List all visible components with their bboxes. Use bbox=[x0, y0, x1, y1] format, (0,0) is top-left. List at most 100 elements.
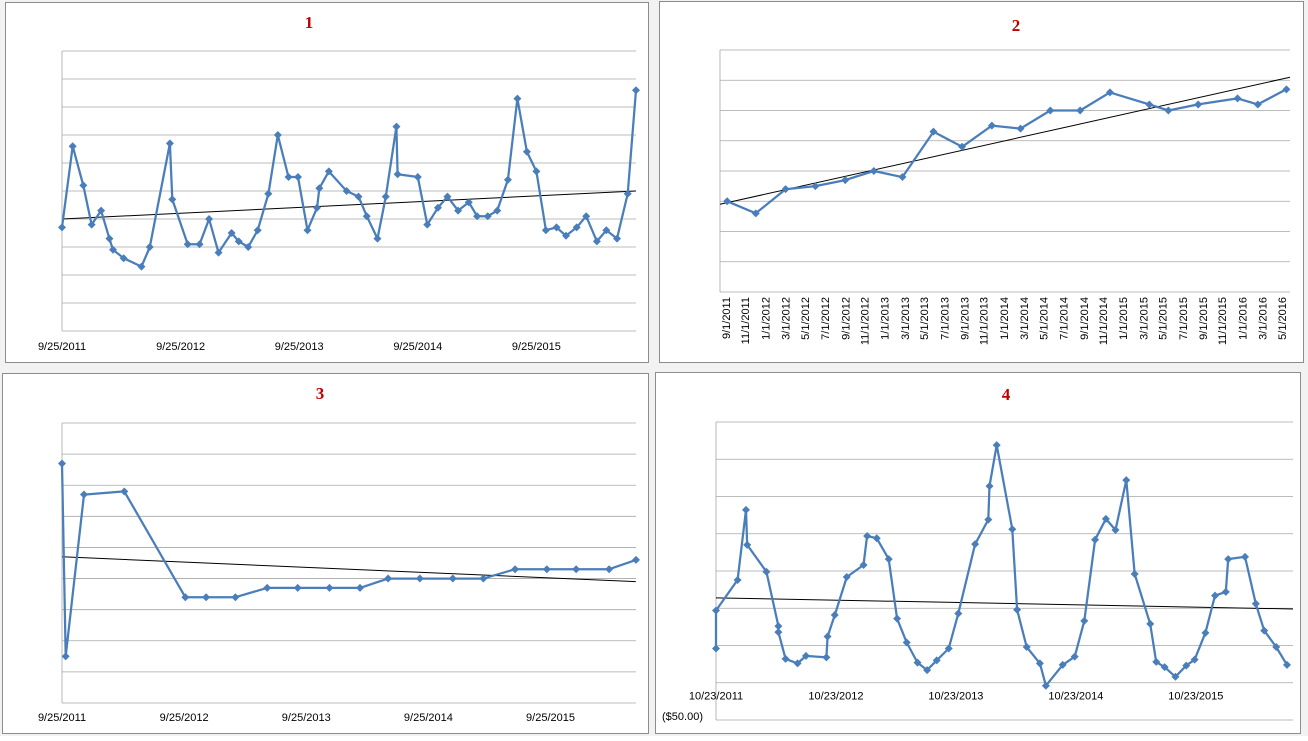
data-point bbox=[1241, 552, 1250, 561]
data-point bbox=[273, 131, 282, 139]
data-point bbox=[958, 142, 967, 151]
x-tick-label: 9/25/2014 bbox=[404, 712, 453, 724]
data-point bbox=[384, 574, 393, 583]
data-point bbox=[253, 226, 262, 235]
x-tick-label: 3/1/2012 bbox=[781, 297, 793, 340]
x-tick-label: 3/1/2015 bbox=[1138, 297, 1150, 340]
data-point bbox=[869, 167, 878, 175]
x-tick-label: 9/1/2013 bbox=[960, 297, 972, 340]
data-point bbox=[443, 192, 452, 201]
data-point bbox=[898, 173, 907, 182]
data-point bbox=[902, 638, 911, 647]
data-point bbox=[1253, 100, 1262, 109]
series-line bbox=[60, 463, 637, 658]
data-point bbox=[532, 167, 541, 176]
data-point bbox=[293, 583, 302, 592]
chart-panel bbox=[659, 1, 1304, 363]
data-point bbox=[1201, 628, 1210, 637]
data-point bbox=[1221, 587, 1230, 596]
data-point bbox=[1016, 124, 1025, 133]
data-point bbox=[231, 593, 240, 602]
x-tick-label: 9/25/2011 bbox=[38, 341, 86, 353]
data-point bbox=[872, 534, 881, 543]
data-point bbox=[1171, 672, 1180, 681]
data-point bbox=[58, 459, 66, 468]
data-point bbox=[284, 173, 293, 181]
data-point bbox=[1251, 599, 1260, 608]
data-point bbox=[632, 86, 640, 95]
data-point bbox=[393, 170, 402, 179]
data-point bbox=[605, 565, 614, 574]
data-point bbox=[582, 212, 591, 221]
data-point bbox=[1076, 106, 1085, 115]
data-point bbox=[913, 658, 922, 667]
data-point bbox=[312, 203, 321, 212]
data-point bbox=[1190, 655, 1199, 664]
data-point bbox=[1211, 591, 1220, 600]
data-point bbox=[893, 614, 902, 623]
data-point bbox=[105, 234, 114, 243]
data-point bbox=[483, 212, 492, 221]
data-point bbox=[781, 185, 790, 194]
x-tick-label: 7/1/2014 bbox=[1059, 297, 1071, 340]
data-point bbox=[381, 192, 390, 201]
data-point bbox=[244, 243, 253, 251]
trendline bbox=[715, 597, 1294, 610]
x-tick-label: 1/1/2014 bbox=[999, 297, 1011, 340]
data-point bbox=[1272, 642, 1281, 651]
data-point bbox=[841, 176, 850, 185]
chart-panel bbox=[2, 373, 649, 734]
data-point bbox=[79, 181, 88, 190]
data-point bbox=[87, 220, 96, 229]
data-point bbox=[743, 540, 752, 549]
x-tick-label: 11/1/2013 bbox=[979, 297, 991, 345]
chart-panel bbox=[655, 372, 1301, 734]
data-point bbox=[1013, 605, 1022, 614]
data-point bbox=[602, 226, 611, 235]
data-point bbox=[954, 609, 963, 618]
data-point bbox=[541, 226, 550, 235]
data-point bbox=[992, 441, 1001, 450]
data-point bbox=[294, 173, 303, 181]
data-point bbox=[751, 209, 760, 218]
x-tick-label: 9/25/2015 bbox=[512, 341, 561, 353]
data-point bbox=[205, 215, 214, 223]
data-point bbox=[613, 234, 622, 243]
data-point bbox=[362, 212, 371, 221]
data-point bbox=[842, 572, 851, 581]
data-point bbox=[303, 226, 312, 235]
data-point bbox=[592, 237, 601, 246]
x-tick-label: 9/25/2012 bbox=[160, 712, 209, 724]
x-tick-label: 10/23/2014 bbox=[1048, 691, 1103, 703]
x-tick-label: 1/1/2013 bbox=[880, 297, 892, 340]
series-line bbox=[714, 443, 1288, 687]
data-point bbox=[1233, 94, 1242, 103]
data-point bbox=[1091, 535, 1100, 544]
data-point bbox=[1283, 660, 1292, 669]
chart-panel bbox=[5, 2, 649, 363]
data-point bbox=[263, 583, 272, 592]
data-point bbox=[511, 565, 520, 574]
data-point bbox=[823, 632, 832, 641]
data-point bbox=[1022, 642, 1031, 651]
x-tick-label: 10/23/2012 bbox=[808, 691, 863, 703]
data-point bbox=[1282, 85, 1291, 94]
data-point bbox=[1130, 569, 1139, 578]
data-point bbox=[1008, 525, 1017, 534]
data-point bbox=[572, 565, 581, 574]
data-point bbox=[1101, 514, 1110, 523]
data-point bbox=[392, 122, 401, 131]
data-point bbox=[120, 487, 129, 496]
data-point bbox=[325, 583, 334, 592]
data-point bbox=[971, 540, 980, 549]
chart-title: 3 bbox=[316, 384, 325, 403]
data-point bbox=[859, 561, 868, 570]
data-point bbox=[1164, 106, 1173, 115]
data-point bbox=[473, 212, 482, 221]
data-point bbox=[1194, 100, 1203, 109]
data-point bbox=[793, 659, 802, 668]
x-tick-label: 1/1/2012 bbox=[760, 297, 772, 340]
data-point bbox=[342, 187, 351, 195]
data-point bbox=[448, 574, 457, 583]
